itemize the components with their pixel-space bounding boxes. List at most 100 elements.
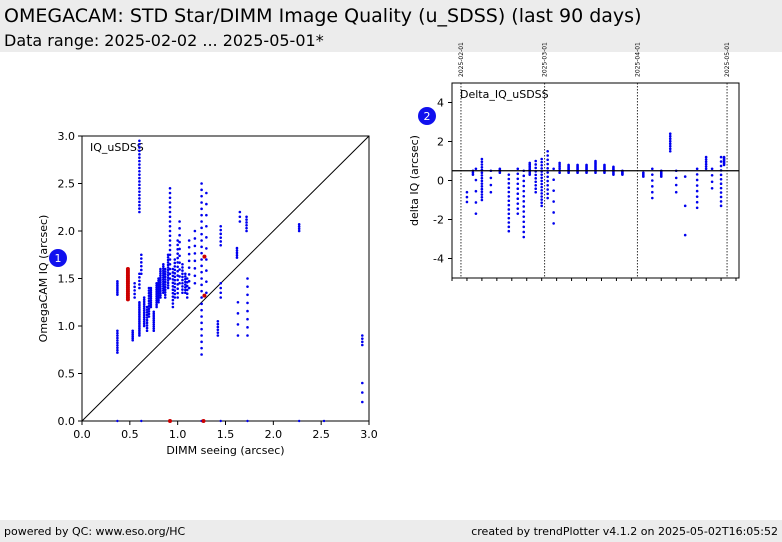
delta-data-point bbox=[540, 192, 543, 195]
delta-data-point bbox=[651, 167, 654, 171]
delta-data-point bbox=[471, 173, 475, 176]
iq-data-point bbox=[162, 265, 165, 268]
delta-data-point bbox=[719, 195, 723, 199]
iq-data-point bbox=[142, 324, 146, 328]
delta-data-point bbox=[522, 189, 526, 193]
iq-data-point bbox=[116, 293, 119, 296]
delta-data-point bbox=[719, 200, 723, 203]
delta-data-point bbox=[722, 155, 726, 159]
delta-data-point bbox=[546, 162, 549, 166]
footer-created: created by trendPlotter v4.1.2 on 2025-0… bbox=[471, 525, 778, 538]
iq-data-point bbox=[187, 286, 191, 290]
iq-data-point bbox=[219, 296, 223, 299]
delta-axes-frame bbox=[451, 82, 740, 279]
delta-data-point bbox=[674, 190, 678, 194]
delta-ytick-label: 4 bbox=[437, 97, 444, 110]
iq-data-point bbox=[168, 272, 172, 276]
delta-data-point bbox=[522, 174, 526, 178]
iq-flagged-point bbox=[202, 254, 207, 259]
iq-data-point bbox=[138, 186, 141, 190]
iq-flagged-point bbox=[125, 267, 130, 271]
iq-data-point bbox=[138, 139, 141, 143]
iq-data-point bbox=[116, 291, 119, 295]
delta-data-point bbox=[710, 174, 714, 177]
iq-data-point bbox=[166, 256, 170, 259]
iq-data-point bbox=[147, 297, 151, 300]
footer-credit: powered by QC: www.eso.org/HC bbox=[4, 525, 186, 538]
delta-data-point bbox=[516, 172, 520, 176]
delta-data-point bbox=[507, 182, 511, 185]
delta-data-point bbox=[465, 195, 469, 199]
iq-data-point bbox=[187, 259, 191, 263]
iq-data-point bbox=[361, 334, 364, 337]
iq-data-point bbox=[200, 201, 203, 204]
delta-data-point bbox=[546, 175, 549, 179]
iq-data-point bbox=[138, 193, 141, 197]
delta-data-point bbox=[710, 167, 714, 171]
delta-data-point bbox=[534, 190, 538, 194]
iq-data-point bbox=[138, 173, 141, 176]
iq-data-point bbox=[184, 286, 187, 289]
iq-data-point bbox=[361, 400, 364, 404]
iq-data-point bbox=[138, 183, 141, 187]
iq-data-point bbox=[142, 304, 146, 308]
iq-data-point bbox=[200, 346, 203, 350]
delta-data-point bbox=[507, 177, 511, 181]
delta-data-point bbox=[695, 184, 699, 187]
iq-data-point bbox=[361, 381, 364, 385]
iq-data-point bbox=[133, 296, 136, 299]
iq-data-point bbox=[205, 247, 208, 250]
delta-data-point bbox=[719, 177, 723, 181]
iq-badge-number: 1 bbox=[55, 252, 62, 265]
iq-data-point bbox=[149, 303, 153, 307]
iq-data-point bbox=[152, 310, 156, 314]
iq-data-point bbox=[142, 322, 146, 326]
iq-data-point bbox=[163, 288, 167, 292]
iq-data-point bbox=[147, 310, 151, 313]
iq-data-point bbox=[166, 261, 170, 264]
iq-data-point bbox=[149, 290, 153, 294]
iq-data-point bbox=[181, 281, 184, 285]
iq-data-point bbox=[181, 291, 184, 295]
delta-data-point bbox=[546, 183, 549, 187]
iq-data-point bbox=[138, 153, 141, 156]
iq-data-point bbox=[162, 262, 165, 266]
delta-data-point bbox=[528, 161, 532, 165]
iq-data-point bbox=[149, 293, 153, 296]
iq-data-point bbox=[181, 269, 184, 272]
iq-data-point bbox=[219, 291, 223, 295]
delta-data-point bbox=[710, 180, 714, 184]
delta-data-point bbox=[558, 171, 561, 174]
delta-data-point bbox=[719, 182, 723, 185]
delta-data-point bbox=[540, 201, 543, 205]
iq-data-point bbox=[176, 239, 179, 242]
iq-data-point bbox=[152, 318, 156, 322]
iq-data-point bbox=[145, 310, 149, 314]
delta-data-point bbox=[489, 190, 493, 194]
delta-yaxis-label: delta IQ (arcsec) bbox=[408, 135, 421, 226]
delta-data-point bbox=[603, 163, 606, 167]
iq-data-point bbox=[163, 283, 167, 286]
delta-data-point bbox=[534, 159, 538, 163]
iq-data-point bbox=[159, 276, 162, 280]
iq-data-point bbox=[166, 266, 170, 269]
delta-data-point bbox=[695, 200, 699, 204]
delta-data-point bbox=[522, 184, 526, 188]
iq-data-point bbox=[168, 248, 172, 252]
delta-data-point bbox=[668, 132, 672, 135]
iq-data-point bbox=[131, 331, 135, 334]
iq-data-point bbox=[162, 278, 165, 281]
iq-data-point bbox=[200, 340, 203, 344]
iq-data-point bbox=[205, 191, 208, 195]
iq-data-point bbox=[184, 288, 187, 292]
delta-data-point bbox=[668, 134, 672, 138]
delta-data-point bbox=[674, 176, 678, 180]
delta-data-point bbox=[480, 163, 484, 166]
iq-data-point bbox=[116, 346, 119, 350]
delta-data-point bbox=[516, 197, 520, 200]
delta-data-point bbox=[540, 173, 543, 176]
iq-data-point bbox=[159, 285, 162, 288]
iq-data-point bbox=[185, 281, 189, 284]
delta-data-point bbox=[489, 183, 493, 187]
iq-data-point bbox=[138, 207, 141, 210]
